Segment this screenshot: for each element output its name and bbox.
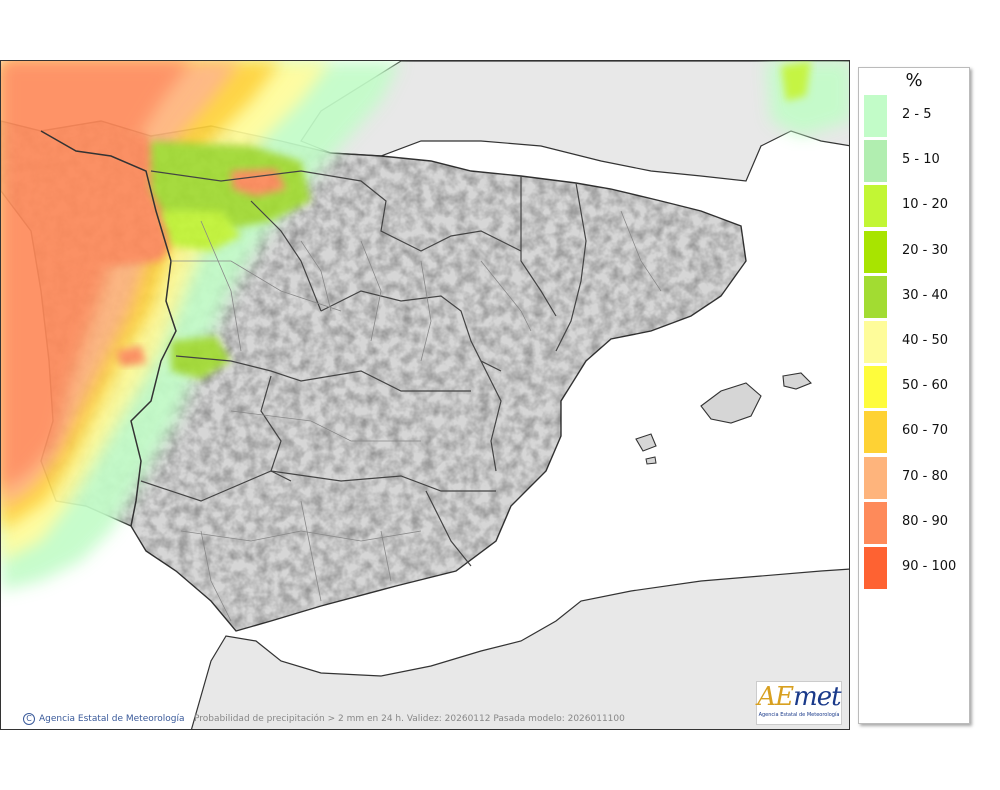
formentera [645, 456, 657, 465]
ibiza [635, 433, 657, 452]
legend-unit: % [905, 70, 923, 91]
region-borders [140, 170, 587, 567]
legend-swatch [864, 321, 887, 363]
aemet-logo: AEmet Agencia Estatal de Meteorología [756, 681, 842, 725]
legend-label: 30 - 40 [902, 287, 949, 303]
legend-swatch [864, 95, 887, 137]
agency-name: Agencia Estatal de Meteorología [39, 714, 185, 724]
legend-label: 2 - 5 [902, 107, 932, 122]
legend-swatch [864, 366, 887, 409]
legend-label: 60 - 70 [902, 423, 949, 439]
probability-field [1, 61, 849, 591]
menorca [782, 372, 812, 390]
legend-swatch [864, 185, 887, 228]
legend-swatch [864, 501, 887, 544]
africa-land [190, 568, 849, 729]
legend-swatch [864, 140, 887, 183]
agency-credit: C Agencia Estatal de Meteorología [23, 713, 185, 725]
legend-label: 70 - 80 [902, 468, 949, 484]
legend-item: 40 - 50 [864, 321, 969, 363]
legend-item: 20 - 30 [864, 230, 969, 273]
map-caption: Probabilidad de precipitación > 2 mm en … [194, 714, 625, 724]
portugal-border [40, 130, 177, 527]
legend-swatch [864, 230, 887, 273]
legend-label: 10 - 20 [902, 197, 949, 213]
legend-swatch [864, 275, 887, 318]
province-borders [171, 210, 662, 622]
map: AEmet Agencia Estatal de Meteorología C … [0, 60, 850, 730]
copyright-icon: C [23, 713, 35, 725]
legend-item: 30 - 40 [864, 275, 969, 318]
legend-item: 2 - 5 [864, 95, 969, 137]
legend-label: 50 - 60 [902, 378, 949, 394]
legend-item: 10 - 20 [864, 185, 969, 228]
legend-label: 20 - 30 [902, 242, 949, 258]
mallorca [700, 382, 762, 424]
legend-item: 70 - 80 [864, 456, 969, 499]
legend-label: 90 - 100 [902, 559, 957, 574]
legend-label: 5 - 10 [902, 152, 940, 168]
legend-item: 50 - 60 [864, 366, 969, 409]
legend-item: 90 - 100 [864, 547, 969, 589]
legend-item: 80 - 90 [864, 501, 969, 544]
legend-swatch [864, 547, 887, 589]
precipitation-map [1, 61, 849, 729]
legend-swatch [864, 456, 887, 499]
legend-label: 40 - 50 [902, 333, 949, 348]
legend-item: 60 - 70 [864, 411, 969, 454]
legend-swatch [864, 411, 887, 454]
legend-label: 80 - 90 [902, 513, 949, 529]
legend: % 2 - 5 5 - 10 10 - 20 20 - 30 30 - 40 40 - 5… [858, 67, 970, 724]
legend-item: 5 - 10 [864, 140, 969, 183]
